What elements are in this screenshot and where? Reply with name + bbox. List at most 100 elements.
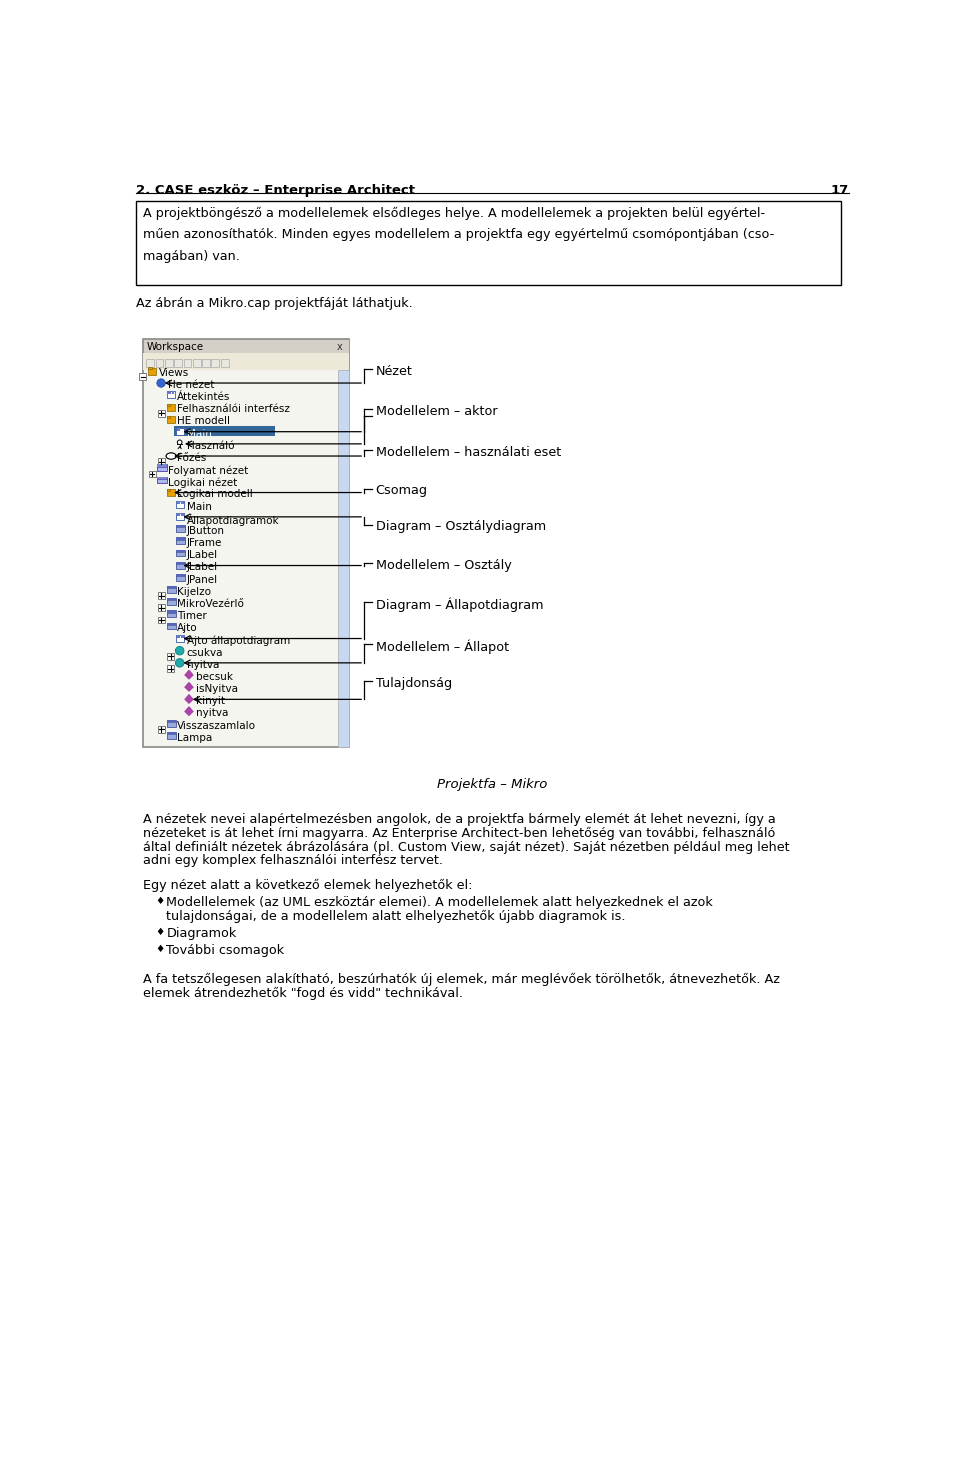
Text: Diagram – Állapotdiagram: Diagram – Állapotdiagram (375, 598, 543, 611)
Bar (166, 719, 176, 727)
Bar (166, 404, 170, 406)
Bar (167, 665, 175, 672)
Text: Diagram – Osztálydiagram: Diagram – Osztálydiagram (375, 521, 546, 533)
Text: ♦: ♦ (156, 926, 165, 937)
Bar (167, 653, 175, 660)
Circle shape (156, 379, 165, 388)
Bar (211, 360, 219, 367)
Bar (175, 360, 182, 367)
Text: Modellelem – aktor: Modellelem – aktor (375, 404, 497, 417)
Text: magában) van.: magában) van. (143, 250, 240, 263)
Text: műen azonosíthatók. Minden egyes modellelem a projektfa egy egyértelmű csomópont: műen azonosíthatók. Minden egyes modelle… (143, 228, 775, 241)
Text: Áttekintés: Áttekintés (178, 392, 230, 403)
Bar (165, 360, 173, 367)
Bar (177, 514, 180, 517)
Text: isNyitva: isNyitva (196, 684, 238, 694)
Bar (166, 623, 176, 629)
Text: Main: Main (186, 429, 211, 438)
Text: További csomagok: További csomagok (166, 944, 284, 956)
Text: JFrame: JFrame (186, 539, 222, 548)
Text: A projektböngésző a modellelemek elsődleges helye. A modellelemek a projekten be: A projektböngésző a modellelemek elsődle… (143, 207, 765, 221)
Text: Főzés: Főzés (178, 453, 206, 463)
Bar (176, 635, 184, 642)
Text: ♦: ♦ (156, 895, 165, 906)
Text: Projektfa – Mikro: Projektfa – Mikro (437, 778, 547, 792)
Text: Modellelemek (az UML eszköztár elemei). A modellelemek alatt helyezkednek el azo: Modellelemek (az UML eszköztár elemei). … (166, 895, 713, 909)
Text: Ajto állapotdiagram: Ajto állapotdiagram (186, 635, 290, 645)
Bar (166, 416, 175, 423)
Text: Csomag: Csomag (375, 484, 428, 497)
Text: Állapotdiagramok: Állapotdiagramok (186, 514, 279, 525)
Bar (176, 537, 185, 545)
Bar (193, 360, 201, 367)
Bar (166, 598, 176, 605)
Circle shape (176, 647, 184, 656)
Bar (203, 360, 210, 367)
Polygon shape (185, 694, 193, 703)
Text: nyitva: nyitva (196, 709, 228, 718)
Text: Logikai nézet: Logikai nézet (168, 477, 237, 488)
Bar (221, 360, 228, 367)
Text: Views: Views (158, 369, 189, 377)
Text: Nézet: Nézet (375, 364, 413, 377)
Bar (177, 500, 180, 503)
Bar (181, 500, 183, 503)
Bar (166, 490, 175, 496)
Bar (166, 404, 175, 411)
Text: Modellelem – Osztály: Modellelem – Osztály (375, 559, 512, 571)
Text: által definiált nézetek ábrázolására (pl. Custom View, saját nézet). Saját nézet: által definiált nézetek ábrázolására (pl… (143, 841, 790, 854)
Bar (157, 465, 166, 466)
Text: 17: 17 (830, 184, 849, 197)
Bar (148, 369, 156, 374)
Bar (176, 562, 185, 564)
Text: A fa tetszőlegesen alakítható, beszúrhatók új elemek, már meglévőek törölhetők, : A fa tetszőlegesen alakítható, beszúrhat… (143, 972, 780, 986)
Text: csukva: csukva (186, 648, 223, 657)
Text: MikroVezérlő: MikroVezérlő (178, 599, 244, 608)
Bar (175, 426, 275, 435)
Bar (176, 525, 185, 527)
Text: nézeteket is át lehet írni magyarra. Az Enterprise Architect-ben lehetőség van t: nézeteket is át lehet írni magyarra. Az … (143, 827, 776, 839)
Bar (158, 592, 165, 599)
Circle shape (178, 440, 182, 444)
Bar (176, 428, 184, 435)
Bar (176, 574, 185, 580)
Bar (157, 477, 166, 480)
Text: Tulajdonság: Tulajdonság (375, 676, 452, 690)
Bar (176, 525, 185, 533)
Text: 2. CASE eszköz – Enterprise Architect: 2. CASE eszköz – Enterprise Architect (135, 184, 415, 197)
Text: Timer: Timer (178, 611, 207, 622)
Text: Folyamat nézet: Folyamat nézet (168, 465, 249, 475)
Text: Workspace: Workspace (146, 342, 204, 352)
Bar (166, 416, 170, 417)
Ellipse shape (166, 453, 177, 459)
Bar (158, 410, 165, 416)
Text: Felhasználói interfész: Felhasználói interfész (178, 404, 290, 414)
Polygon shape (185, 707, 193, 715)
Text: Az ábrán a Mikro.cap projektfáját láthatjuk.: Az ábrán a Mikro.cap projektfáját láthat… (135, 297, 412, 309)
Circle shape (176, 659, 184, 667)
Text: Kijelzo: Kijelzo (178, 586, 211, 596)
Bar (183, 360, 191, 367)
Bar (176, 537, 185, 540)
Bar (157, 465, 166, 471)
Text: Ajto: Ajto (178, 623, 198, 633)
Bar (158, 727, 165, 733)
Bar (177, 428, 180, 431)
Text: adni egy komplex felhasználói interfész tervet.: adni egy komplex felhasználói interfész … (143, 854, 444, 867)
Bar (166, 586, 176, 589)
Polygon shape (185, 670, 193, 679)
Bar (166, 733, 176, 739)
Bar (143, 339, 348, 747)
Bar (176, 514, 184, 519)
Bar (158, 617, 165, 623)
Text: HE modell: HE modell (178, 416, 230, 426)
Bar (181, 635, 183, 638)
Bar (166, 610, 176, 613)
Bar (158, 604, 165, 611)
Text: Main: Main (186, 502, 211, 512)
Text: Diagramok: Diagramok (166, 926, 237, 940)
Bar (143, 339, 348, 354)
Bar (157, 477, 166, 484)
Bar (176, 549, 185, 556)
Text: kinyit: kinyit (196, 696, 225, 706)
